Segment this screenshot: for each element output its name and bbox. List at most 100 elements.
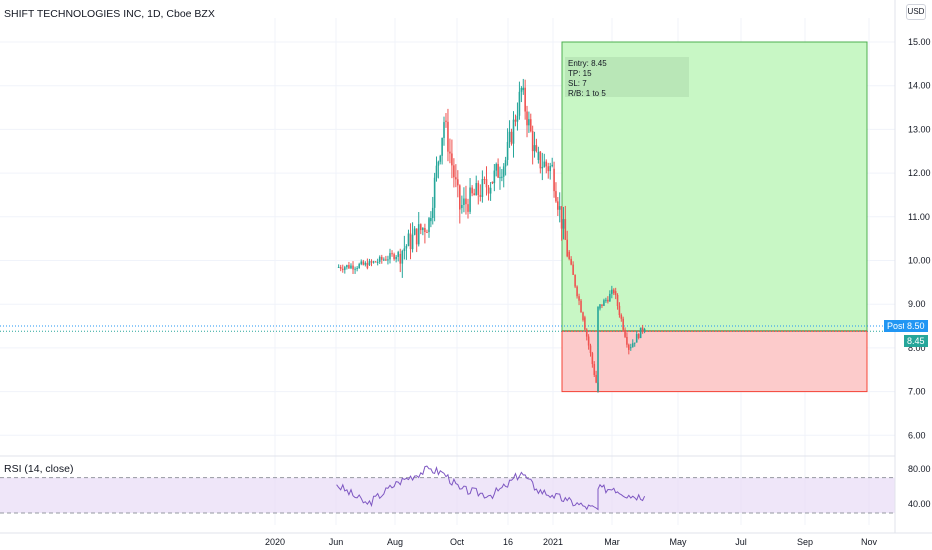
candle-body	[366, 262, 369, 269]
candle-body	[459, 185, 461, 210]
candle-body	[354, 268, 356, 270]
candle-body	[597, 347, 599, 392]
candle-body	[605, 299, 607, 301]
position-info: Entry: 8.45 TP: 15 SL: 7 R/B: 1 to 5	[568, 59, 607, 99]
candle-body	[591, 353, 594, 365]
price-tick-label: 13.00	[908, 124, 931, 134]
candle-body	[487, 187, 490, 194]
candle-body	[376, 261, 379, 263]
candle-body	[607, 299, 609, 302]
candle-body	[389, 253, 391, 260]
candle-body	[572, 264, 574, 275]
candle-body	[626, 336, 628, 345]
candle-body	[643, 329, 646, 331]
candle-body	[378, 256, 381, 262]
candle-body	[403, 248, 406, 251]
candle-body	[422, 228, 424, 231]
time-tick-label: 2021	[543, 537, 563, 547]
candle-body	[491, 181, 494, 184]
candle-body	[533, 145, 536, 152]
candle-body	[595, 374, 597, 383]
candle-body	[413, 228, 416, 235]
candle-body	[593, 364, 596, 375]
candle-body	[407, 233, 410, 246]
candle-body	[475, 183, 478, 196]
candle-body	[611, 289, 613, 294]
candle-body	[580, 300, 582, 313]
candle-body	[601, 304, 603, 306]
candle-body	[516, 115, 519, 122]
position-zones[interactable]	[0, 41, 895, 393]
candle-body	[553, 168, 555, 192]
rsi-band	[0, 477, 895, 513]
position-rb-text: R/B: 1 to 5	[568, 89, 606, 98]
candle-body	[609, 293, 611, 302]
price-tick-label: 6.00	[908, 430, 926, 440]
price-tick-label: 10.00	[908, 256, 931, 266]
candle-body	[584, 317, 586, 330]
candle-body	[415, 228, 418, 245]
candle-body	[362, 261, 365, 265]
candle-body	[435, 165, 438, 178]
time-tick-label: 2020	[265, 537, 285, 547]
candle-body	[616, 294, 619, 306]
candle-body	[557, 201, 559, 210]
rsi-tick-label: 40.00	[908, 499, 931, 509]
candle-body	[535, 145, 538, 152]
currency-button[interactable]: USD	[906, 4, 926, 20]
candle-body	[499, 177, 501, 179]
candle-body	[457, 179, 459, 186]
candle-body	[453, 165, 455, 178]
candle-body	[603, 300, 605, 306]
time-tick-label: Jun	[329, 537, 344, 547]
candle-body	[574, 274, 576, 287]
candle-body	[485, 179, 488, 188]
candle-body	[433, 177, 436, 208]
candle-body	[587, 336, 590, 346]
candle-body	[613, 289, 615, 294]
candle-body	[360, 261, 363, 265]
candle-body	[564, 219, 567, 240]
position-entry-text: Entry: 8.45	[568, 59, 607, 68]
session-label-tag: Post	[884, 320, 909, 332]
candle-body	[364, 262, 367, 265]
time-tick-label: Mar	[604, 537, 620, 547]
candle-body	[419, 224, 422, 231]
candle-body	[417, 224, 420, 245]
candle-body	[443, 122, 445, 138]
candle-body	[348, 265, 350, 269]
candle-body	[497, 164, 499, 178]
candle-body	[372, 261, 375, 263]
time-tick-label: 16	[503, 537, 513, 547]
candle-body	[383, 259, 385, 261]
candle-body	[585, 329, 588, 337]
candle-body	[522, 87, 525, 91]
candle-body	[589, 345, 592, 354]
position-info-box	[565, 57, 689, 97]
candle-body	[520, 88, 523, 92]
candle-body	[424, 228, 426, 233]
candle-body	[395, 256, 397, 260]
candle-body	[510, 131, 513, 144]
candle-body	[558, 206, 561, 210]
entry-price-tag: 8.45	[904, 335, 928, 347]
stop-loss-zone[interactable]	[561, 330, 868, 393]
candle-body	[461, 204, 463, 209]
candle-body	[463, 198, 465, 205]
time-tick-label: Nov	[861, 537, 878, 547]
price-tick-label: 7.00	[908, 387, 926, 397]
candle-body	[489, 187, 492, 194]
candle-body	[502, 166, 505, 177]
candle-body	[599, 304, 601, 309]
candle-body	[339, 266, 342, 269]
candle-body	[447, 121, 449, 152]
candle-body	[431, 207, 434, 219]
candle-body	[568, 251, 570, 259]
candle-body	[560, 206, 563, 229]
candle-body	[562, 219, 565, 229]
time-tick-label: May	[669, 537, 687, 547]
candle-body	[639, 327, 642, 339]
price-tick-label: 12.00	[908, 168, 931, 178]
candle-body	[635, 334, 638, 343]
